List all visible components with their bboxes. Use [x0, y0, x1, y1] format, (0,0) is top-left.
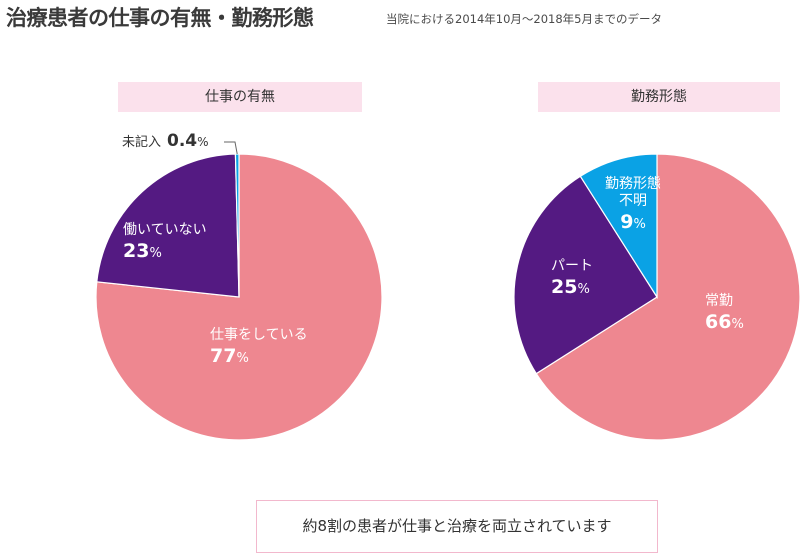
pie-chart-1: 仕事をしている 77% 働いていない 23% 未記入 0.4% — [95, 131, 383, 441]
leader-line — [224, 141, 238, 155]
pie-slice-2-1 — [535, 153, 800, 441]
slice-label-2-2: パート 25% — [551, 258, 593, 298]
page-subtitle: 当院における2014年10月～2018年5月までのデータ — [386, 12, 662, 26]
slice-value-2-1: 66% — [705, 311, 744, 333]
summary-text: 約8割の患者が仕事と治療を両立されています — [302, 517, 612, 535]
summary-box: 約8割の患者が仕事と治療を両立されています — [256, 500, 658, 553]
slice-name-1-2: 働いていない — [123, 222, 207, 238]
slice-value-2-2: 25% — [551, 276, 590, 298]
slice-name-2-3: 勤務形態 — [605, 176, 661, 192]
pie-slice-2-3 — [579, 153, 658, 300]
slice-label-2-1: 常勤 66% — [705, 293, 744, 333]
slice-name-2-1: 常勤 — [705, 293, 733, 309]
slice-name-2-2: パート — [551, 258, 593, 274]
chart-title-work-style: 勤務形態 — [538, 82, 780, 112]
slice-value-1-2: 23% — [123, 240, 162, 262]
slice-text-1-3: 未記入 0.4% — [122, 131, 209, 151]
chart-title-employment-status: 仕事の有無 — [118, 82, 362, 112]
pie-slice-2-2 — [513, 175, 658, 375]
pie-slice-1-2 — [96, 153, 240, 298]
slice-value-2-3: 9% — [620, 211, 646, 233]
slice-label-1-2: 働いていない 23% — [123, 222, 207, 262]
slice-label-1-3: 未記入 0.4% — [122, 131, 238, 155]
slice-value-1-1: 77% — [210, 345, 249, 367]
slice-label-1-1: 仕事をしている 77% — [210, 327, 308, 367]
slice-name-2-3: 不明 — [619, 193, 647, 209]
slice-name-1-1: 仕事をしている — [210, 327, 308, 343]
page-title: 治療患者の仕事の有無・勤務形態 — [6, 6, 314, 30]
